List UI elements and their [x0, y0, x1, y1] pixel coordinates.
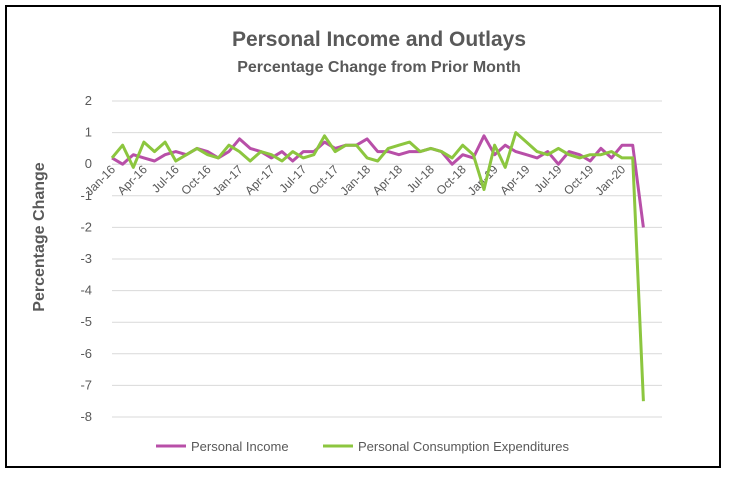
- y-tick-labels: 2 1 0 -1 -2 -3 -4 -5 -6 -7 -8: [80, 93, 92, 424]
- series-lines: [110, 131, 645, 402]
- x-tick-label: Oct-17: [306, 162, 342, 198]
- y-tick-label: -8: [80, 409, 92, 424]
- y-axis-label: Percentage Change: [31, 162, 48, 311]
- y-tick-label: -6: [80, 346, 92, 361]
- y-tick-label: 0: [85, 156, 92, 171]
- x-tick-label: Oct-19: [561, 162, 597, 198]
- gridlines: [112, 100, 662, 418]
- x-tick-label: Jul-18: [404, 162, 437, 195]
- legend-label-pce: Personal Consumption Expenditures: [358, 439, 570, 454]
- y-tick-label: -2: [80, 219, 92, 234]
- legend: Personal Income Personal Consumption Exp…: [156, 439, 570, 454]
- x-tick-label: Jul-17: [276, 162, 309, 195]
- x-tick-label: Apr-19: [497, 162, 533, 198]
- x-tick-label: Jan-19: [465, 162, 501, 198]
- chart-title: Personal Income and Outlays: [232, 28, 526, 51]
- x-tick-label: Jul-16: [149, 162, 182, 195]
- legend-label-personal-income: Personal Income: [191, 439, 289, 454]
- y-tick-label: -1: [80, 188, 92, 203]
- chart-frame: [5, 5, 721, 468]
- x-tick-labels: Jan-16Apr-16Jul-16Oct-16Jan-17Apr-17Jul-…: [82, 162, 628, 198]
- x-tick-label: Apr-18: [370, 162, 406, 198]
- y-tick-label: -3: [80, 251, 92, 266]
- chart-subtitle: Percentage Change from Prior Month: [237, 59, 521, 76]
- x-tick-label: Oct-18: [433, 162, 469, 198]
- x-tick-label: Oct-16: [178, 162, 214, 198]
- x-tick-label: Jan-20: [592, 162, 628, 198]
- y-tick-label: -4: [80, 283, 92, 298]
- y-tick-label: -7: [80, 377, 92, 392]
- y-tick-label: 1: [85, 125, 92, 140]
- x-tick-label: Jan-18: [337, 162, 373, 198]
- y-tick-label: 2: [85, 93, 92, 108]
- x-tick-label: Apr-17: [242, 162, 278, 198]
- x-tick-label: Jan-17: [210, 162, 246, 198]
- y-tick-label: -5: [80, 314, 92, 329]
- x-tick-label: Jul-19: [531, 162, 564, 195]
- series-line-pce: [110, 131, 645, 402]
